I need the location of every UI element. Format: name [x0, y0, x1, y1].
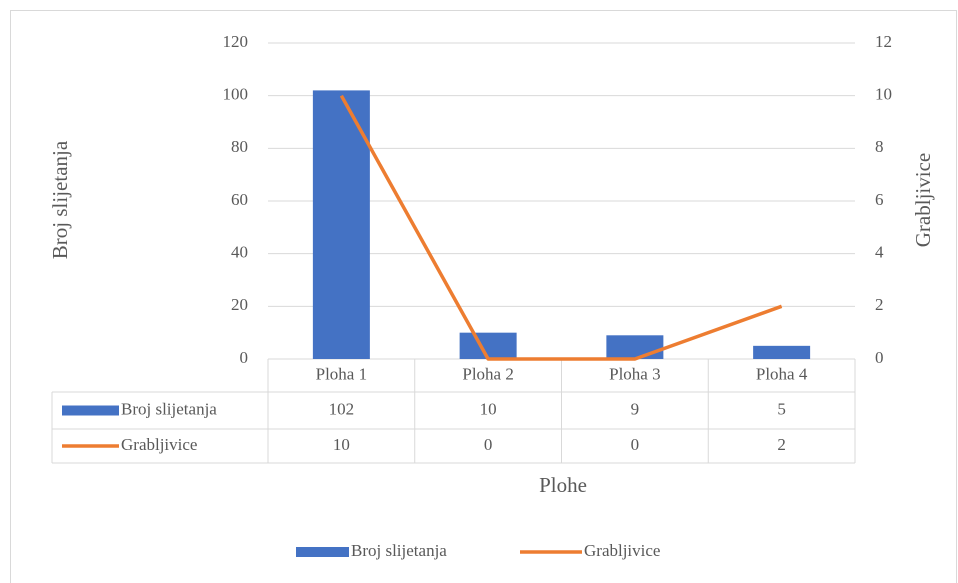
y2-tick-label: 12 — [875, 32, 892, 51]
table-series-name: Grabljivice — [121, 435, 197, 454]
table-value: 10 — [333, 435, 350, 454]
y-tick-label: 40 — [231, 243, 248, 262]
table-value: 2 — [777, 435, 786, 454]
legend-key — [296, 547, 349, 557]
y-tick-label: 60 — [231, 190, 248, 209]
y2-tick-label: 10 — [875, 85, 892, 104]
y-tick-label: 0 — [240, 348, 249, 367]
y-axis-title: Broj slijetanja — [48, 140, 72, 259]
y-tick-label: 100 — [223, 85, 249, 104]
bar — [459, 332, 517, 359]
table-value: 0 — [484, 435, 493, 454]
table-value: 10 — [480, 399, 497, 418]
table-key — [62, 405, 119, 416]
x-tick-label: Ploha 3 — [609, 364, 660, 383]
table-value: 102 — [329, 399, 355, 418]
y2-tick-label: 8 — [875, 137, 884, 156]
table-series-name: Broj slijetanja — [121, 399, 217, 418]
y2-tick-label: 0 — [875, 348, 884, 367]
x-tick-label: Ploha 1 — [316, 364, 367, 383]
y-tick-label: 80 — [231, 137, 248, 156]
bar — [753, 345, 811, 359]
table-value: 0 — [631, 435, 640, 454]
y-tick-label: 120 — [223, 32, 249, 51]
y2-tick-label: 4 — [875, 243, 884, 262]
x-tick-label: Ploha 4 — [756, 364, 808, 383]
legend-label: Broj slijetanja — [351, 541, 447, 560]
table-value: 9 — [631, 399, 640, 418]
bar — [606, 335, 664, 359]
legend-label: Grabljivice — [584, 541, 660, 560]
line — [339, 94, 783, 361]
y2-axis-title: Grabljivice — [911, 153, 935, 247]
y-tick-label: 20 — [231, 295, 248, 314]
y2-tick-label: 6 — [875, 190, 884, 209]
y2-tick-label: 2 — [875, 295, 884, 314]
x-tick-label: Ploha 2 — [462, 364, 513, 383]
x-axis-title: Plohe — [539, 473, 587, 497]
bar — [312, 90, 370, 360]
table-value: 5 — [777, 399, 786, 418]
chart-frame — [10, 10, 957, 583]
